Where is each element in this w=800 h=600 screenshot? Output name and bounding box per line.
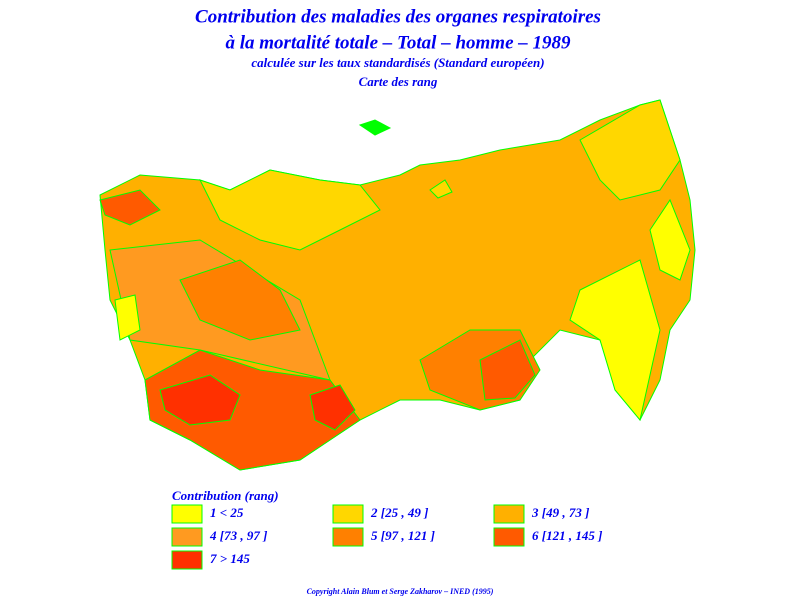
legend-label: 7 > 145: [210, 551, 250, 566]
map-kind: Carte des rang: [359, 74, 438, 89]
title: à la mortalité totale – Total – homme – …: [226, 32, 571, 53]
map-region: [179, 259, 301, 341]
legend-label: 3 [49 , 73 ]: [531, 505, 589, 520]
map-region: [114, 294, 141, 341]
legend-label: 4 [73 , 97 ]: [209, 528, 267, 543]
legend-title: Contribution (rang): [172, 488, 279, 503]
map: [99, 99, 696, 471]
legend-swatch: [493, 504, 525, 524]
legend-swatch: [171, 504, 203, 524]
legend-label: 2 [25 , 49 ]: [370, 505, 428, 520]
legend-label: 5 [97 , 121 ]: [371, 528, 435, 543]
map-region: [309, 384, 356, 431]
map-region: [479, 339, 536, 401]
map-region: [649, 198, 691, 281]
subtitle: calculée sur les taux standardisés (Stan…: [251, 55, 544, 70]
map-region: [569, 259, 661, 422]
map-island: [429, 179, 453, 199]
legend: 1 < 25 2 [25 , 49 ] 3 [49 , 73 ] 4 [73 , 97…: [171, 504, 602, 570]
legend-swatch: [493, 527, 525, 547]
copyright: Copyright Alain Blum et Serge Zakharov –…: [307, 587, 494, 596]
legend-swatch: [171, 550, 203, 570]
legend-swatch: [332, 527, 364, 547]
legend-label: 1 < 25: [210, 505, 244, 520]
title: Contribution des maladies des organes re…: [195, 6, 601, 27]
map-island: [358, 119, 392, 136]
legend-swatch: [332, 504, 364, 524]
map-region: [579, 99, 681, 201]
map-region: [199, 169, 381, 251]
legend-swatch: [171, 527, 203, 547]
map-region: [159, 374, 241, 426]
legend-label: 6 [121 , 145 ]: [532, 528, 602, 543]
map-region: [99, 189, 161, 226]
